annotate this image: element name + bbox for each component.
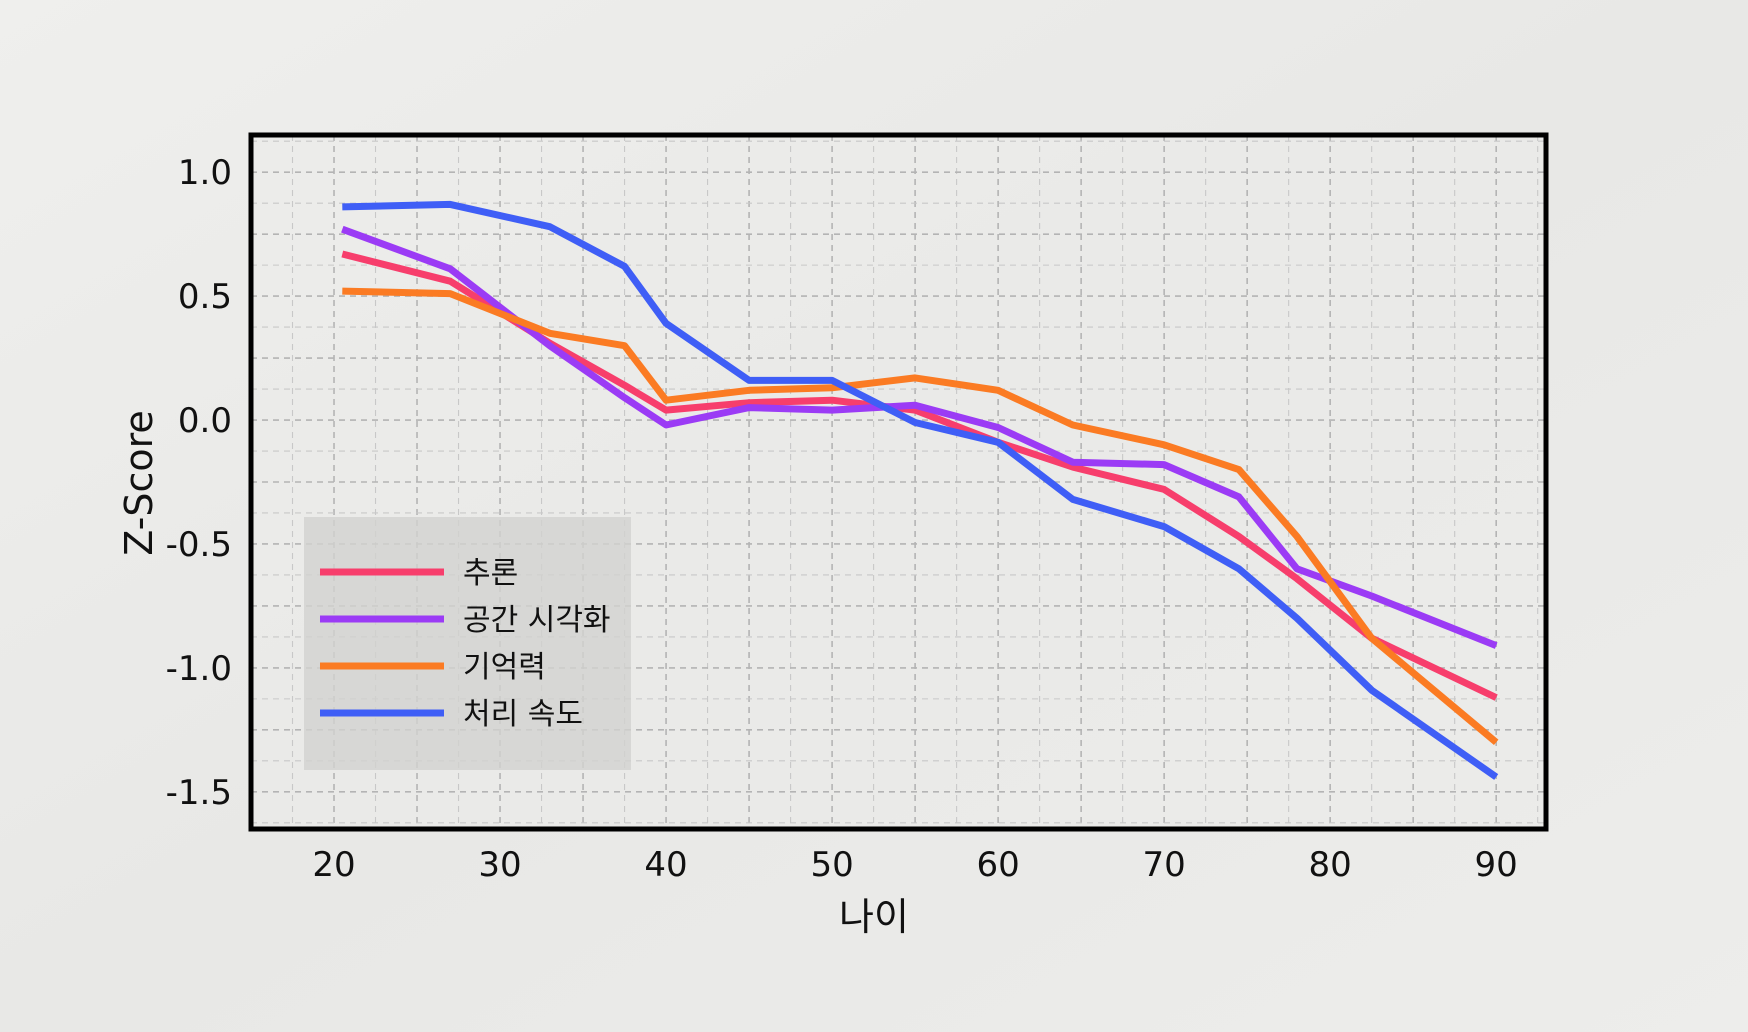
x-tick-label: 20	[312, 845, 355, 885]
x-tick-label: 80	[1309, 845, 1352, 885]
x-tick-label: 60	[976, 845, 1019, 885]
x-tick-label: 70	[1143, 845, 1186, 885]
grid	[250, 135, 1546, 829]
legend-label: 처리 속도	[463, 697, 583, 732]
y-tick-label: -1.5	[166, 773, 232, 813]
legend-label: 공간 시각화	[463, 603, 611, 638]
series-line-1	[341, 250, 1498, 701]
legend-box	[304, 517, 631, 770]
x-axis-ticks: 20 30 40 50 60 70 80 90	[312, 845, 1517, 885]
y-axis-ticks: 1.0 0.5 0.0 -0.5 -1.0 -1.5	[166, 153, 232, 813]
y-tick-label: 1.0	[178, 153, 232, 193]
x-tick-label: 30	[478, 845, 521, 885]
legend-label: 추론	[463, 556, 518, 591]
y-tick-label: -1.0	[166, 649, 232, 689]
x-tick-label: 40	[644, 845, 687, 885]
legend-label: 기억력	[463, 650, 546, 685]
plot-frame	[248, 132, 1549, 832]
series-line-4	[342, 200, 1499, 780]
x-axis-title: 나이	[839, 895, 909, 939]
series-line-3	[342, 287, 1499, 745]
y-tick-label: 0.0	[178, 401, 232, 441]
series-line-2	[341, 225, 1498, 649]
x-tick-label: 50	[810, 845, 853, 885]
y-tick-label: -0.5	[166, 525, 232, 565]
y-axis-title: Z-Score	[117, 410, 161, 556]
x-tick-label: 90	[1475, 845, 1518, 885]
series-lines	[341, 200, 1499, 780]
y-tick-label: 0.5	[178, 277, 232, 317]
